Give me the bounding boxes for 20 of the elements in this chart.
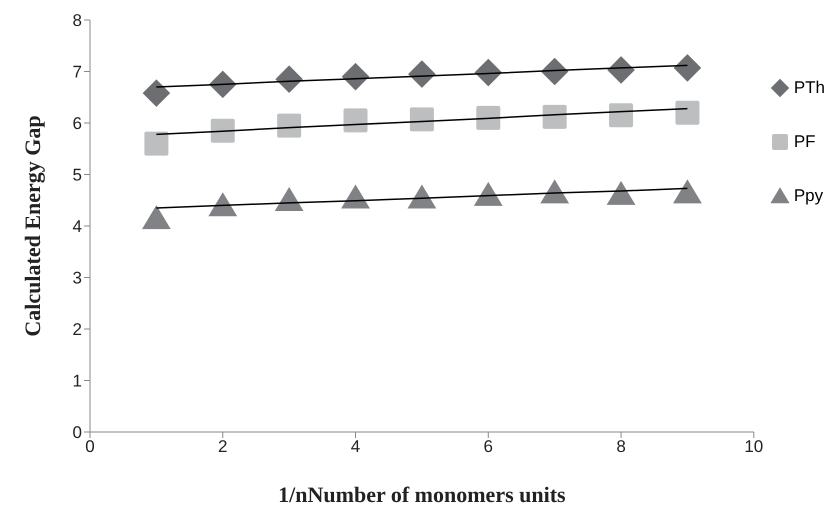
x-tick-label: 6	[484, 437, 494, 456]
x-tick-label: 4	[350, 437, 360, 456]
y-tick-label: 7	[72, 62, 82, 82]
legend-label: PF	[794, 132, 816, 152]
x-axis-title: 1/nNumber of monomers units	[278, 482, 566, 507]
y-axis-title: Calculated Energy Gap	[20, 115, 45, 337]
y-tick-label: 3	[72, 268, 82, 288]
x-tick-label: 8	[616, 437, 626, 456]
y-tick-label: 1	[72, 372, 82, 391]
x-tick-label: 10	[744, 437, 764, 456]
y-tick-label: 5	[72, 166, 82, 185]
y-tick-label: 8	[72, 11, 82, 30]
y-tick-label: 0	[72, 423, 82, 442]
legend-label: Ppy	[794, 186, 824, 206]
y-tick-label: 2	[72, 320, 82, 340]
legend-label: PTh	[794, 78, 825, 98]
y-tick-label: 6	[72, 114, 82, 134]
y-tick-label: 4	[72, 217, 82, 236]
x-tick-label: 0	[85, 437, 95, 456]
x-tick-label: 2	[218, 437, 228, 456]
